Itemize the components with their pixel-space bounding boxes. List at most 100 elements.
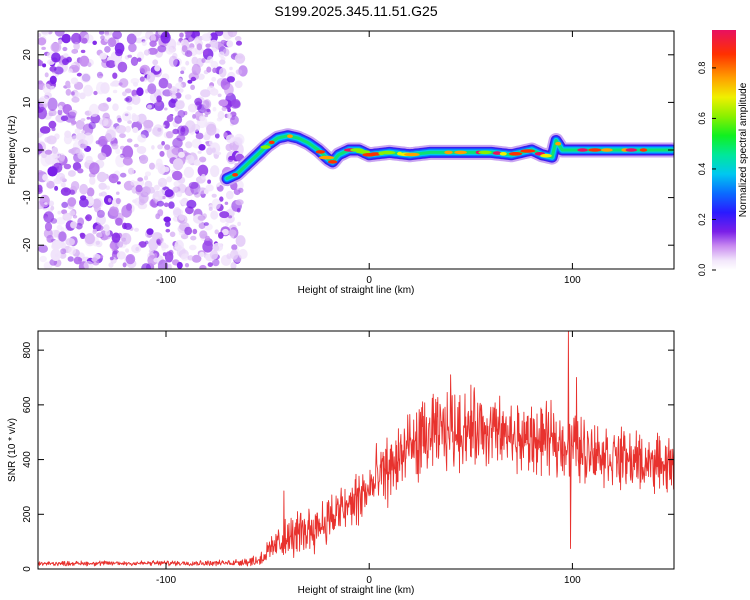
snr-y-tick-label: 800	[22, 341, 33, 358]
spectrogram-noise-blob	[197, 215, 206, 221]
snr-x-tick-label: 100	[564, 575, 581, 586]
spectrogram-noise-blob	[207, 179, 212, 184]
spectrogram-noise-blob	[84, 233, 95, 245]
spectrogram-noise-blob	[63, 53, 69, 58]
spectrogram-noise-blob	[80, 143, 87, 149]
spectrogram-noise-blob	[174, 239, 184, 251]
snr-series-line	[38, 331, 674, 567]
spectrogram-noise-blob	[95, 214, 106, 226]
spectrogram-noise-blob	[70, 77, 79, 85]
spectrogram-noise-blob	[212, 67, 218, 74]
spectrogram-noise-blob	[165, 228, 171, 233]
spectrogram-noise-blob	[165, 131, 174, 139]
spectrogram-noise-blob	[186, 199, 197, 209]
spectrogram-noise-blob	[105, 129, 116, 142]
spectrogram-noise-blob	[63, 134, 73, 145]
spectrogram-noise-blob	[138, 241, 147, 248]
spectrogram-noise-blob	[122, 262, 127, 268]
spectrogram-noise-blob	[73, 42, 80, 51]
spectrogram-noise-blob	[75, 119, 85, 130]
spectrogram-noise-blob	[220, 39, 227, 45]
spectrogram-noise-blob	[219, 196, 224, 202]
spectrogram-noise-blob	[184, 226, 193, 236]
spectrogram-noise-blob	[121, 204, 132, 218]
spectrogram-noise-blob	[130, 56, 139, 66]
spectrogram-noise-blob	[43, 211, 54, 223]
spectrogram-noise-blob	[196, 43, 203, 51]
spectrogram-noise-blob	[122, 111, 132, 122]
spectrogram-noise-blob	[132, 199, 137, 204]
spectrogram-noise-blob	[91, 257, 98, 262]
spectrogram-noise-blob	[201, 58, 206, 63]
spectrogram-noise-blob	[190, 235, 197, 241]
spectrogram-noise-blob	[137, 57, 142, 62]
colorbar-tick-label: 0.2	[697, 213, 707, 226]
spectrogram-noise-blob	[229, 66, 233, 71]
spectrogram-noise-blob	[139, 76, 145, 82]
spectrogram-noise-blob	[109, 256, 114, 261]
spectrogram-noise-blob	[214, 133, 220, 139]
spectrogram-noise-blob	[54, 31, 65, 37]
spectrogram-noise-blob	[106, 97, 112, 102]
spectrogram-noise-blob	[74, 81, 84, 90]
spectrogram-noise-blob	[169, 231, 176, 238]
spectrogram-noise-blob	[92, 228, 97, 233]
spectrogram-noise-blob	[203, 189, 209, 195]
spectrogram-noise-blob	[137, 177, 144, 182]
spectrogram-noise-blob	[203, 99, 212, 110]
spectrogram-noise-blob	[98, 31, 105, 35]
spectrogram-noise-blob	[58, 231, 67, 242]
spectrogram-noise-blob	[110, 82, 116, 87]
spectrogram-noise-blob	[65, 238, 75, 246]
spectrogram-noise-blob	[157, 144, 164, 150]
spectrogram-noise-blob	[150, 34, 157, 42]
spectrogram-noise-blob	[206, 147, 213, 156]
spectrogram-noise-blob	[225, 222, 229, 227]
spectrogram-noise-blob	[117, 61, 128, 73]
spectrogram-noise-blob	[146, 228, 154, 236]
spectrogram-noise-blob	[238, 187, 244, 193]
spectrogram-noise-blob	[38, 132, 42, 138]
spectrogram-noise-layer	[38, 31, 248, 269]
spectrogram-noise-blob	[86, 187, 95, 197]
snr-x-tick-label: -100	[156, 575, 176, 586]
colorbar-gradient	[712, 30, 736, 270]
spectrogram-noise-blob	[214, 229, 219, 235]
spectrogram-noise-blob	[219, 211, 230, 219]
spectrogram-noise-blob	[80, 72, 91, 83]
spectrogram-noise-blob	[45, 178, 50, 183]
spectrogram-noise-blob	[63, 188, 69, 193]
spectrogram-noise-blob	[112, 250, 118, 255]
spectrogram-ridge-peak	[540, 153, 552, 158]
spectrogram-noise-blob	[91, 198, 102, 209]
spectrogram-noise-blob	[152, 59, 159, 66]
spectrogram-ridge-peak	[356, 150, 371, 154]
spectrogram-noise-blob	[188, 37, 193, 42]
spectrogram-noise-blob	[60, 248, 67, 255]
spectrogram-noise-blob	[216, 184, 220, 187]
spectrogram-noise-blob	[81, 37, 88, 44]
spectrogram-ridge-peak	[327, 160, 338, 164]
spectrogram-noise-blob	[122, 91, 127, 97]
spectrogram-noise-blob	[99, 52, 107, 60]
spectrogram-noise-blob	[233, 254, 242, 263]
spectrogram-noise-blob	[89, 176, 96, 185]
spectrogram-noise-blob	[83, 84, 93, 97]
spectrogram-noise-blob	[229, 115, 239, 125]
spectrogram-noise-blob	[131, 89, 138, 97]
spectrogram-noise-blob	[141, 40, 147, 47]
spectrogram-noise-blob	[203, 134, 211, 141]
snr-y-tick-label: 600	[22, 396, 33, 413]
spectrogram-noise-blob	[143, 49, 150, 56]
spectrogram-noise-blob	[211, 76, 217, 82]
spectrogram-noise-blob	[219, 59, 226, 65]
spectrogram-noise-blob	[209, 39, 219, 48]
spectrogram-noise-blob	[191, 56, 199, 65]
spectrogram-ridge-peak	[454, 150, 467, 155]
spectrogram-noise-blob	[164, 107, 168, 111]
spectrogram-x-tick-label: -100	[156, 275, 176, 286]
spectrogram-noise-blob	[223, 132, 228, 138]
spectrogram-noise-blob	[76, 72, 82, 77]
spectrogram-noise-blob	[74, 128, 81, 134]
